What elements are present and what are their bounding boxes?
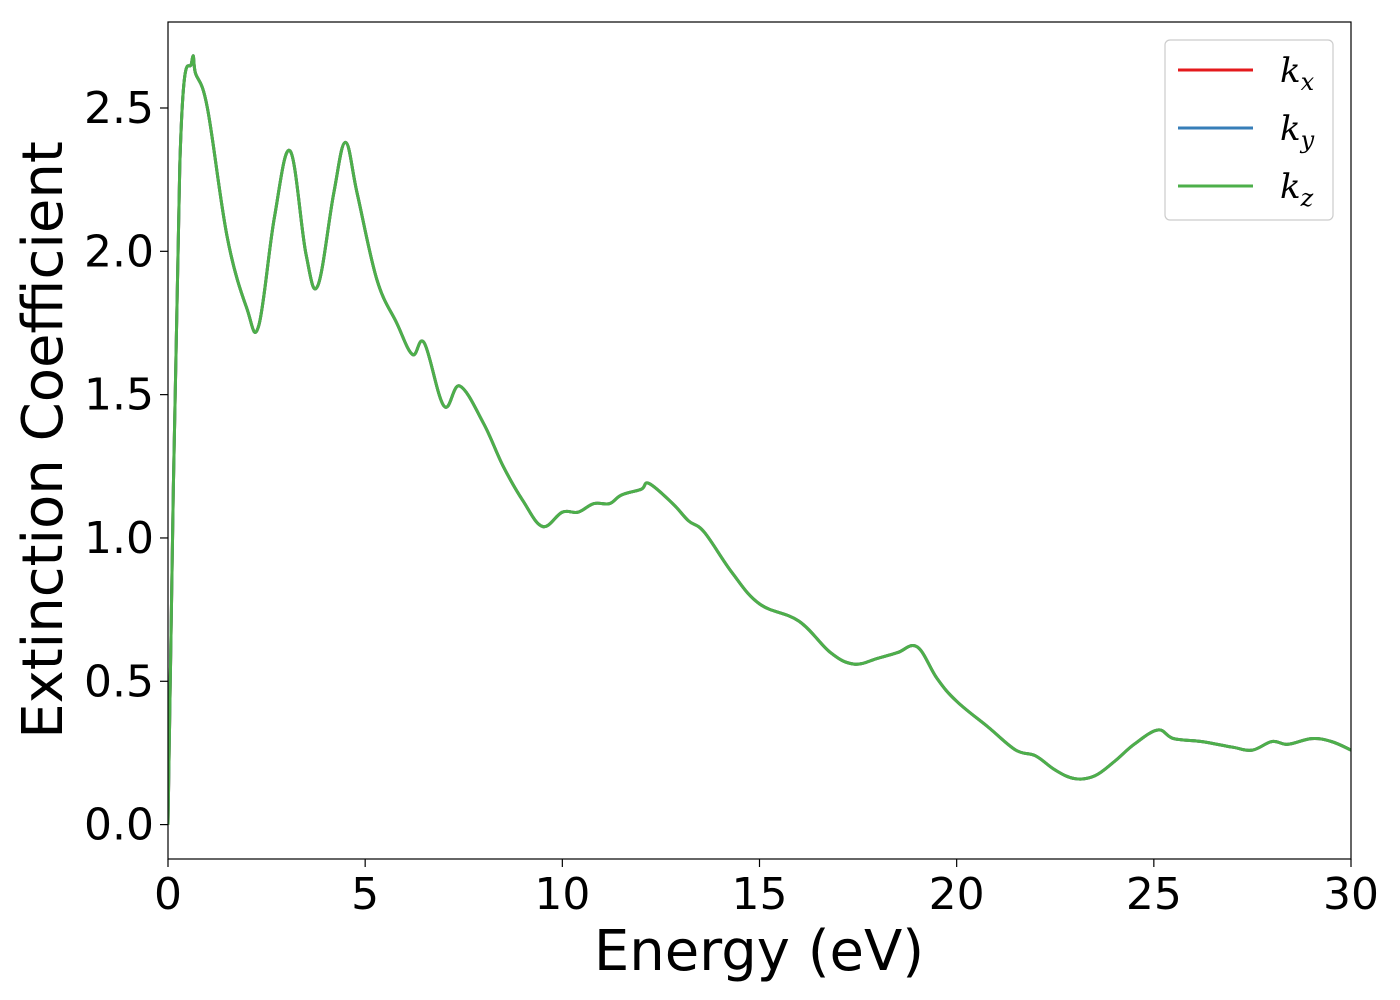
y-tick-label: 2.5 <box>84 83 154 134</box>
series-layer <box>168 54 1351 825</box>
y-tick-label: 2.0 <box>84 226 154 277</box>
y-tick-label: 0.0 <box>84 800 154 851</box>
x-tick-label: 10 <box>534 869 590 920</box>
x-tick-label: 25 <box>1126 869 1182 920</box>
x-axis-title: Energy (eV) <box>594 919 924 984</box>
series-line-k_z <box>168 54 1351 825</box>
y-tick-label: 1.5 <box>84 370 154 421</box>
x-tick-label: 15 <box>732 869 788 920</box>
y-axis-title: Extinction Coefficient <box>11 141 76 739</box>
x-tick-label: 5 <box>351 869 379 920</box>
y-tick-label: 1.0 <box>84 513 154 564</box>
x-tick-label: 30 <box>1323 869 1379 920</box>
y-tick-label: 0.5 <box>84 656 154 707</box>
x-tick-label: 0 <box>154 869 182 920</box>
x-tick-label: 20 <box>929 869 985 920</box>
legend: kx ky kz <box>1164 39 1334 221</box>
legend-frame <box>1164 39 1334 221</box>
x-axis: 0 5 10 15 20 25 30 <box>154 859 1379 920</box>
legend-label-k_y: ky <box>1280 109 1315 154</box>
legend-label-k_z: kz <box>1280 167 1314 212</box>
legend-label-k_x: kx <box>1280 51 1315 96</box>
y-axis: 0.0 0.5 1.0 1.5 2.0 2.5 <box>84 83 168 851</box>
